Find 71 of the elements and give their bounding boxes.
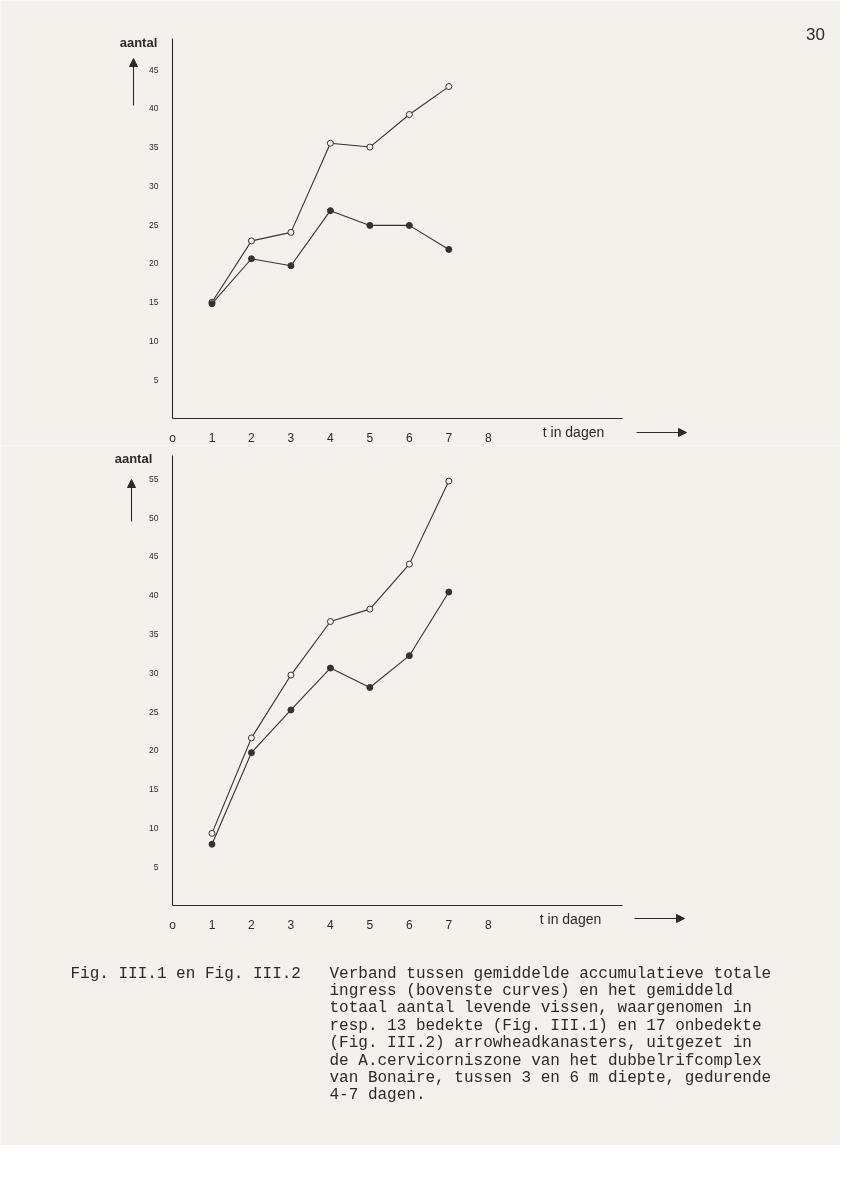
y-tick-label: 5 — [153, 374, 159, 385]
x-axis-title: t in dagen — [539, 910, 602, 927]
point — [405, 111, 413, 118]
y-tick-label: 25 — [149, 219, 159, 230]
point — [405, 652, 413, 660]
point — [287, 262, 295, 270]
x-tick-label: 4 — [327, 430, 335, 445]
point — [445, 588, 453, 596]
y-tick-label: 45 — [149, 551, 159, 562]
point — [247, 255, 255, 263]
point — [366, 143, 374, 151]
x-tick-label: 4 — [327, 917, 335, 932]
point — [366, 221, 374, 229]
point — [366, 605, 374, 613]
y-tick-label: 35 — [149, 142, 159, 153]
y-tick-label: 20 — [149, 258, 159, 269]
y-tick-label: 30 — [149, 667, 159, 678]
x-axis-title: t in dagen — [542, 423, 605, 440]
y-tick-label: 10 — [149, 822, 159, 833]
y-tick-label: 35 — [149, 628, 159, 639]
point — [326, 207, 334, 215]
y-tick-label: 45 — [149, 64, 159, 75]
y-tick-label: 50 — [149, 512, 159, 523]
y-tick-label: 55 — [149, 473, 159, 484]
y-axis-title: aantal — [119, 35, 158, 50]
point — [247, 734, 255, 742]
point — [326, 139, 334, 147]
point — [405, 221, 413, 229]
y-tick-label: 20 — [149, 745, 159, 756]
x-tick-label: 2 — [248, 917, 256, 932]
x-tick-label: 3 — [287, 430, 295, 445]
x-tick-label: 1 — [208, 917, 216, 932]
x-tick-label: 7 — [445, 917, 453, 932]
point — [445, 477, 453, 485]
point — [287, 706, 295, 714]
point — [208, 829, 216, 837]
text: 30 — [806, 24, 825, 44]
y-tick-label: 25 — [149, 706, 159, 717]
point — [366, 683, 374, 691]
text: Verband tussen gemiddelde accumulatieve totale ingress (bovenste curves) en het gemiddeld totaal aantal levende vissen, waargenomen in resp. 13 bedekte (Fig. III.1) en 17 onbedekte (Fig. III.2) arrowheadkanasters, uitgezet in de A.cervicorniszone van het dubbelrifcomplex van Bonaire, tussen 3 en 6 m diepte, gedurende 4-7 dagen. — [329, 964, 772, 1105]
x-tick-label: o — [169, 917, 177, 932]
x-tick-label: 2 — [248, 430, 256, 445]
text: Fig. III.1 en Fig. III.2 — [70, 964, 301, 983]
point — [208, 840, 216, 848]
y-tick-label: 10 — [149, 335, 159, 346]
x-tick-label: 7 — [445, 430, 453, 445]
x-tick-label: 6 — [406, 917, 414, 932]
point — [326, 618, 334, 626]
x-tick-label: 3 — [287, 917, 295, 932]
point — [247, 237, 255, 245]
y-tick-label: 40 — [149, 590, 159, 601]
y-tick-label: 15 — [149, 784, 159, 795]
x-tick-label: 5 — [366, 430, 374, 445]
x-tick-label: 8 — [484, 917, 492, 932]
y-axis-title: aantal — [114, 451, 153, 466]
x-tick-label: 1 — [208, 430, 216, 445]
y-tick-label: 5 — [153, 861, 159, 872]
point — [287, 228, 295, 236]
point — [445, 83, 453, 91]
y-tick-label: 30 — [149, 180, 159, 191]
x-tick-label: 8 — [484, 430, 492, 445]
point — [405, 560, 413, 568]
x-tick-label: 5 — [366, 917, 374, 932]
point — [247, 749, 255, 757]
y-tick-label: 40 — [149, 103, 159, 114]
x-tick-label: o — [169, 430, 177, 445]
y-tick-label: 15 — [149, 297, 159, 308]
point — [326, 664, 334, 672]
point — [287, 671, 295, 679]
x-tick-label: 6 — [406, 430, 414, 445]
point — [445, 245, 453, 253]
